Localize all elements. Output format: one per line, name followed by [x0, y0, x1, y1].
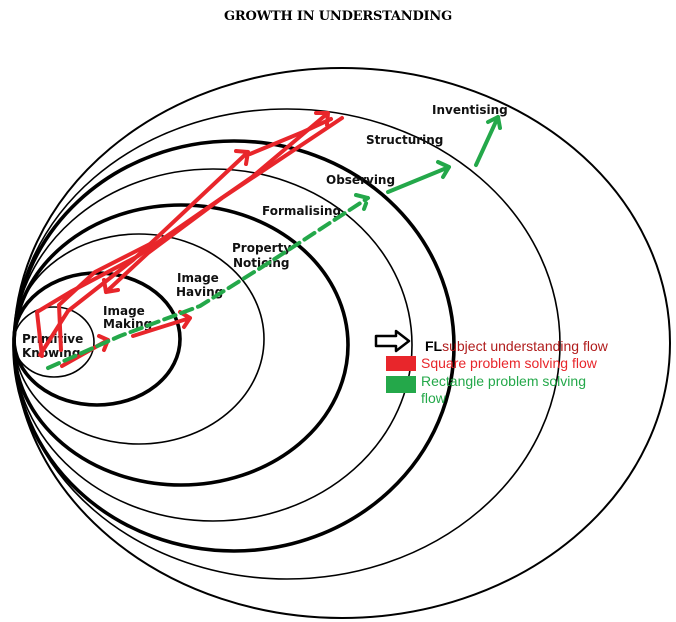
label-structuring: Structuring	[366, 133, 443, 147]
outline-right-arrow-icon	[374, 329, 411, 353]
label-primitive-2: Knowing	[22, 346, 80, 360]
label-having-1: Image	[177, 271, 219, 285]
label-making-2: Making	[103, 317, 152, 331]
rings	[12, 67, 671, 619]
legend: FLsubject understanding flow Square prob…	[374, 329, 609, 406]
label-primitive-1: Primitive	[22, 332, 83, 346]
label-making-1: Image	[103, 304, 145, 318]
label-having-2: Having	[176, 285, 223, 299]
legend-fl-label: subject understanding flow	[442, 338, 609, 354]
label-observing: Observing	[326, 173, 395, 187]
green-arrow-3	[474, 115, 502, 167]
ring-primitive-knowing	[13, 306, 95, 378]
legend-fl-text: FLsubject understanding flow	[425, 338, 609, 354]
legend-row-rectangle: Rectangle problem solving flow	[386, 373, 590, 406]
legend-row-fl: FLsubject understanding flow	[374, 329, 609, 354]
rectangle-flow-arrows	[46, 115, 502, 370]
label-formalising: Formalising	[262, 204, 341, 218]
legend-rectangle-line-2: flow	[421, 390, 447, 406]
red-arrow-6	[102, 116, 344, 294]
legend-row-square: Square problem solving flow	[386, 355, 598, 371]
green-arrow-1	[46, 193, 370, 370]
green-arrow-2	[386, 160, 451, 194]
legend-rectangle-line-1: Rectangle problem solving	[421, 373, 586, 389]
red-arrow-3	[38, 149, 250, 357]
red-arrow-5	[248, 117, 333, 156]
green-square-icon	[386, 376, 416, 393]
legend-rectangle-label: Rectangle problem solving flow	[421, 373, 590, 406]
red-square-icon	[386, 356, 416, 371]
legend-square-label: Square problem solving flow	[421, 355, 598, 371]
label-inventising: Inventising	[432, 103, 508, 117]
red-arrow-7	[57, 242, 152, 352]
label-property-1: Property	[232, 241, 291, 255]
legend-fl-prefix: FL	[425, 338, 443, 354]
square-flow-arrows	[35, 111, 344, 368]
diagram-title: GROWTH IN UNDERSTANDING	[224, 9, 452, 24]
